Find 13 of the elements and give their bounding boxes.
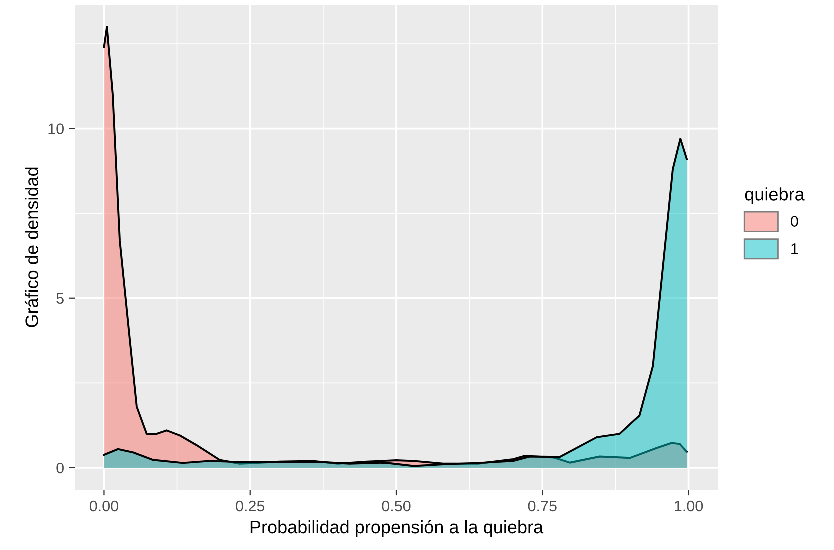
x-tick-label: 0.25 xyxy=(236,500,265,512)
y-tick-label: 5 xyxy=(56,293,64,304)
x-tick-label: 0.50 xyxy=(382,500,411,512)
x-tick-label: 0.00 xyxy=(90,500,118,512)
y-tick-label: 10 xyxy=(48,124,64,134)
y-tick-label: 0 xyxy=(56,462,64,474)
x-tick-label: 0.75 xyxy=(528,500,557,512)
legend-label: 1 xyxy=(792,244,798,254)
legend-title: quiebra xyxy=(745,188,805,204)
legend-label: 0 xyxy=(791,216,798,228)
x-axis-title: Probabilidad propensión a la quiebra xyxy=(250,520,544,538)
y-axis-title: Gráfico de densidad xyxy=(24,168,38,328)
x-tick-label: 1.00 xyxy=(675,500,704,512)
